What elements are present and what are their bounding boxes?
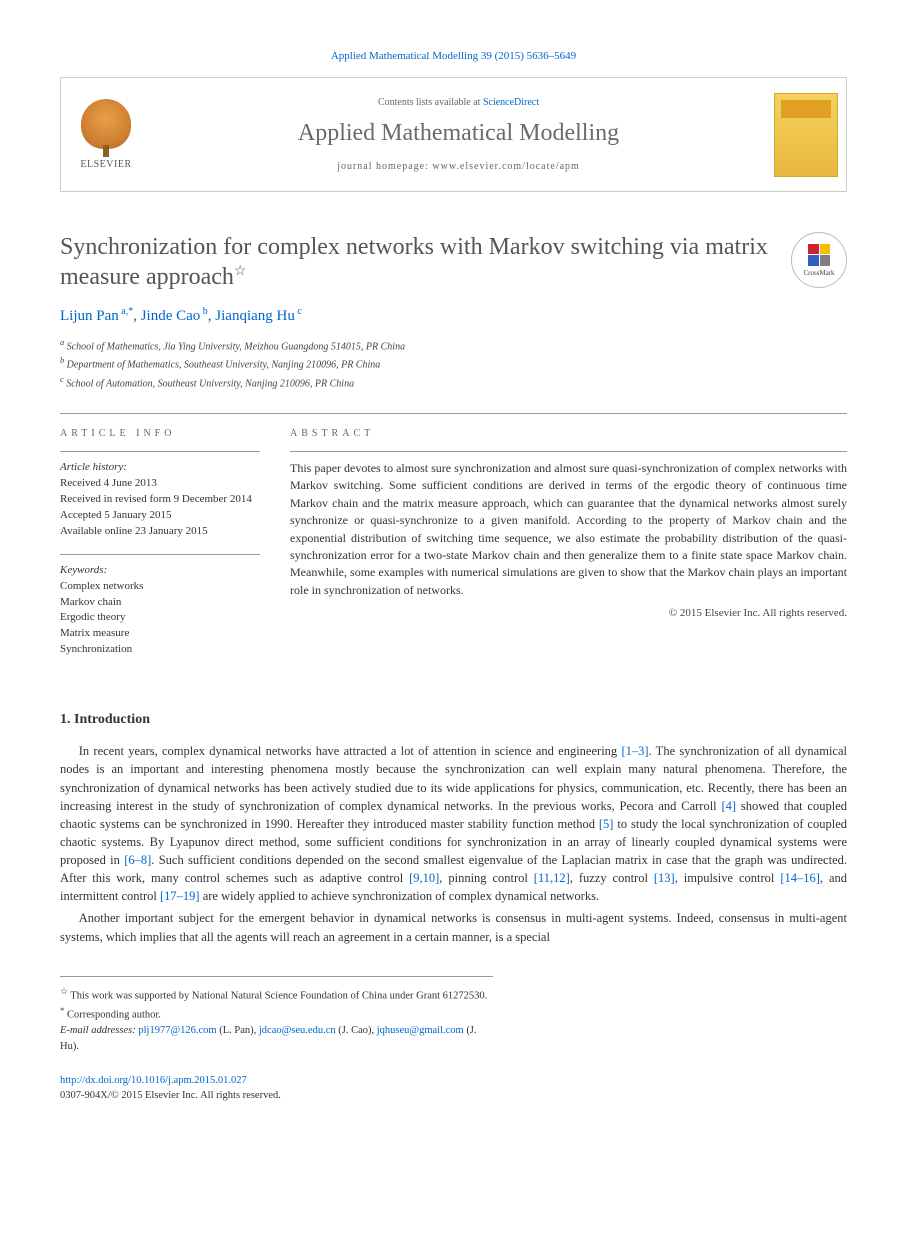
author[interactable]: Jinde Cao (141, 308, 201, 324)
author-mark: a,* (119, 306, 133, 317)
elsevier-tree-icon (81, 99, 131, 149)
email-label: E-mail addresses: (60, 1025, 136, 1036)
contents-available-line: Contents lists available at ScienceDirec… (378, 97, 539, 108)
issn-copyright-line: 0307-904X/© 2015 Elsevier Inc. All right… (60, 1088, 847, 1104)
keyword: Synchronization (60, 642, 260, 658)
introduction-heading: 1. Introduction (60, 712, 847, 728)
abstract-text: This paper devotes to almost sure synchr… (290, 451, 847, 599)
sciencedirect-link[interactable]: ScienceDirect (483, 97, 539, 108)
keyword: Complex networks (60, 579, 260, 595)
funding-text: This work was supported by National Natu… (70, 990, 487, 1001)
keyword: Markov chain (60, 595, 260, 611)
email-who: (L. Pan) (219, 1025, 253, 1036)
doi-link[interactable]: http://dx.doi.org/10.1016/j.apm.2015.01.… (60, 1073, 847, 1089)
introduction-section: 1. Introduction In recent years, complex… (60, 712, 847, 945)
corresponding-text: Corresponding author. (67, 1009, 161, 1020)
history-line: Received 4 June 2013 (60, 476, 260, 492)
affiliation: c School of Automation, Southeast Univer… (60, 374, 847, 391)
author[interactable]: Jianqiang Hu (215, 308, 295, 324)
intro-paragraph-2: Another important subject for the emerge… (60, 909, 847, 945)
intro-paragraph-1: In recent years, complex dynamical netwo… (60, 742, 847, 905)
reference-link[interactable]: [9,10] (409, 871, 439, 885)
article-title: Synchronization for complex networks wit… (60, 232, 779, 292)
journal-cover-icon (774, 93, 838, 177)
homepage-url[interactable]: www.elsevier.com/locate/apm (432, 161, 579, 172)
title-footnote-mark: ☆ (234, 264, 247, 279)
footnotes-block: ☆ This work was supported by National Na… (60, 976, 493, 1055)
reference-link[interactable]: [11,12] (534, 871, 570, 885)
bottom-block: http://dx.doi.org/10.1016/j.apm.2015.01.… (60, 1073, 847, 1105)
email-link[interactable]: jqhuseu@gmail.com (377, 1025, 464, 1036)
author-mark: b (200, 306, 208, 317)
funding-footnote: ☆ This work was supported by National Na… (60, 985, 493, 1004)
corresponding-footnote: * Corresponding author. (60, 1004, 493, 1023)
crossmark-label: CrossMark (803, 269, 834, 277)
affiliation: b Department of Mathematics, Southeast U… (60, 355, 847, 372)
article-info-column: ARTICLE INFO Article history: Received 4… (60, 428, 260, 672)
email-footnote: E-mail addresses: plj1977@126.com (L. Pa… (60, 1023, 493, 1055)
email-link[interactable]: plj1977@126.com (138, 1025, 216, 1036)
abstract-label: ABSTRACT (290, 428, 847, 439)
history-line: Received in revised form 9 December 2014 (60, 492, 260, 508)
homepage-line: journal homepage: www.elsevier.com/locat… (337, 161, 580, 172)
history-line: Accepted 5 January 2015 (60, 508, 260, 524)
keywords-block: Keywords: Complex networksMarkov chainEr… (60, 554, 260, 659)
publisher-name: ELSEVIER (80, 159, 131, 170)
email-who: (J. Cao) (338, 1025, 371, 1036)
funding-mark: ☆ (60, 986, 68, 996)
homepage-prefix: journal homepage: (337, 161, 432, 172)
history-line: Available online 23 January 2015 (60, 524, 260, 540)
keyword: Matrix measure (60, 626, 260, 642)
affiliation-list: a School of Mathematics, Jia Ying Univer… (60, 337, 847, 391)
author-list: Lijun Pan a,*, Jinde Cao b, Jianqiang Hu… (60, 306, 847, 325)
info-abstract-row: ARTICLE INFO Article history: Received 4… (60, 413, 847, 672)
journal-title: Applied Mathematical Modelling (298, 120, 619, 147)
reference-link[interactable]: [5] (599, 817, 614, 831)
title-text: Synchronization for complex networks wit… (60, 234, 768, 290)
reference-link[interactable]: [1–3] (621, 744, 648, 758)
cover-thumbnail-cell (766, 78, 846, 191)
article-info-label: ARTICLE INFO (60, 428, 260, 439)
abstract-column: ABSTRACT This paper devotes to almost su… (290, 428, 847, 672)
email-link[interactable]: jdcao@seu.edu.cn (259, 1025, 336, 1036)
history-heading: Article history: (60, 460, 260, 476)
crossmark-badge[interactable]: CrossMark (791, 232, 847, 288)
journal-header: ELSEVIER Contents lists available at Sci… (60, 77, 847, 192)
keywords-heading: Keywords: (60, 563, 260, 579)
reference-link[interactable]: [4] (721, 799, 736, 813)
reference-link[interactable]: [14–16] (780, 871, 820, 885)
author[interactable]: Lijun Pan (60, 308, 119, 324)
keyword: Ergodic theory (60, 610, 260, 626)
contents-prefix: Contents lists available at (378, 97, 483, 108)
title-row: Synchronization for complex networks wit… (60, 232, 847, 292)
affiliation: a School of Mathematics, Jia Ying Univer… (60, 337, 847, 354)
article-history-block: Article history: Received 4 June 2013Rec… (60, 451, 260, 540)
reference-link[interactable]: [6–8] (124, 853, 151, 867)
reference-link[interactable]: [13] (654, 871, 675, 885)
publisher-logo-cell: ELSEVIER (61, 78, 151, 191)
reference-link[interactable]: [17–19] (160, 889, 200, 903)
header-center: Contents lists available at ScienceDirec… (151, 78, 766, 191)
abstract-copyright: © 2015 Elsevier Inc. All rights reserved… (290, 607, 847, 619)
author-mark: c (295, 306, 302, 317)
top-citation: Applied Mathematical Modelling 39 (2015)… (60, 50, 847, 62)
page-root: Applied Mathematical Modelling 39 (2015)… (0, 0, 907, 1144)
crossmark-icon (808, 244, 830, 266)
